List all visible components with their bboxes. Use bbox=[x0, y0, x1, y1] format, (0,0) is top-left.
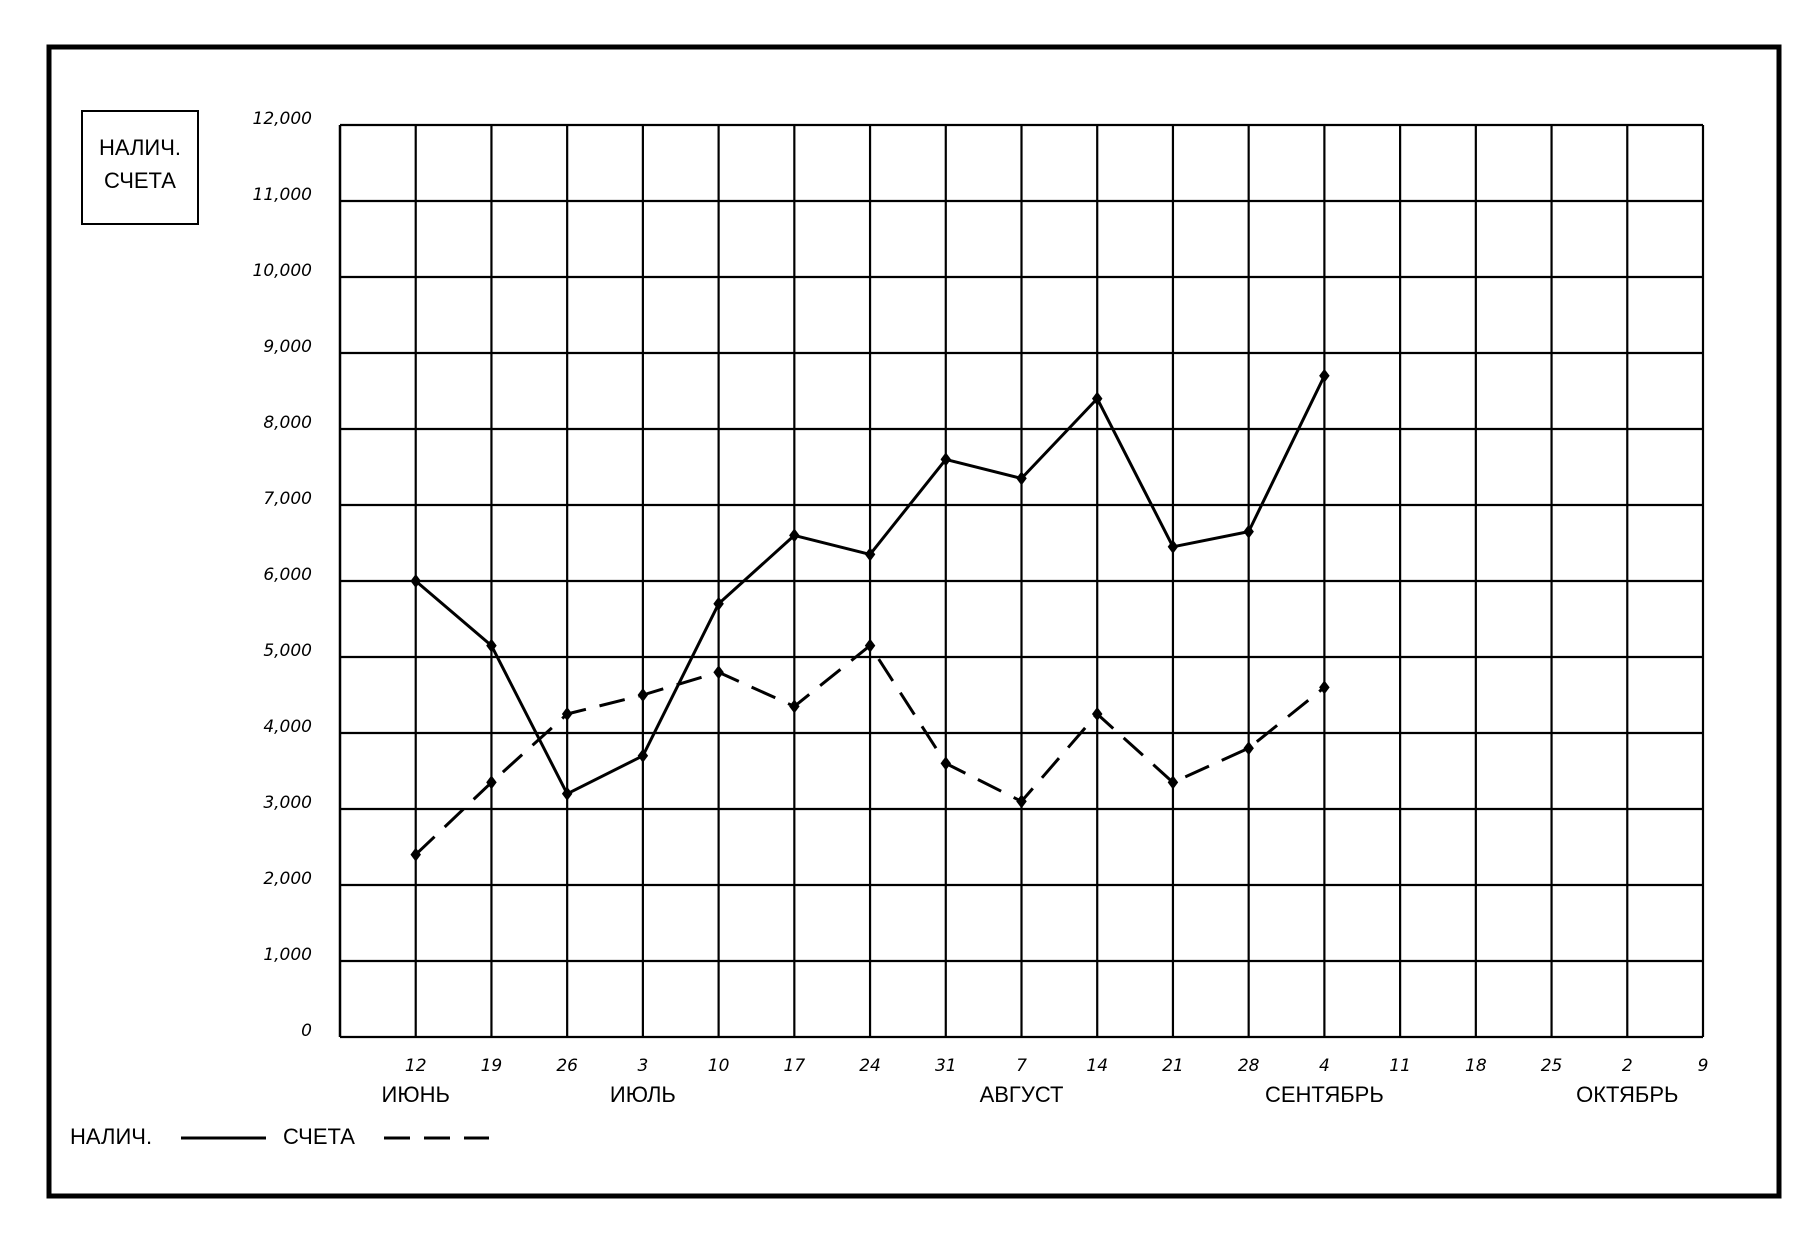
point bbox=[1016, 794, 1027, 809]
x-tick-label: 28 bbox=[1238, 1056, 1260, 1076]
y-tick-label: 6,000 bbox=[263, 565, 312, 585]
frame bbox=[46, 44, 1782, 1199]
point bbox=[486, 638, 497, 653]
point bbox=[637, 688, 649, 702]
y-tick-label: 12,000 bbox=[253, 109, 312, 129]
y-tick-label: 10,000 bbox=[253, 261, 312, 281]
point bbox=[1319, 680, 1330, 695]
chart-title: НАЛИЧ. bbox=[99, 135, 181, 160]
y-tick-label: 3,000 bbox=[263, 793, 312, 813]
y-tick-label: 11,000 bbox=[253, 185, 312, 205]
x-tick-label: 2 bbox=[1622, 1056, 1633, 1076]
point bbox=[1243, 524, 1254, 539]
x-tick-label: 3 bbox=[637, 1056, 648, 1076]
y-tick-label: 9,000 bbox=[263, 337, 312, 357]
x-group-label: ИЮЛЬ bbox=[610, 1082, 676, 1107]
point bbox=[1167, 775, 1179, 790]
x-tick-label: 21 bbox=[1162, 1056, 1184, 1076]
point bbox=[1167, 539, 1179, 554]
x-tick-label: 14 bbox=[1086, 1056, 1108, 1076]
point bbox=[940, 756, 952, 771]
chart-title: СЧЕТА bbox=[104, 168, 176, 193]
x-tick-label: 18 bbox=[1465, 1056, 1487, 1076]
point bbox=[486, 775, 497, 790]
point bbox=[561, 786, 573, 801]
legend-label: СЧЕТА bbox=[283, 1124, 355, 1149]
point bbox=[713, 665, 724, 680]
x-tick-label: 31 bbox=[935, 1056, 957, 1076]
point bbox=[864, 638, 876, 653]
x-tick-label: 25 bbox=[1541, 1056, 1563, 1076]
y-tick-label: 0 bbox=[301, 1021, 312, 1041]
point bbox=[410, 847, 421, 862]
point bbox=[940, 452, 952, 467]
x-group-label: ИЮНЬ bbox=[382, 1082, 450, 1107]
point bbox=[1091, 391, 1103, 406]
point bbox=[789, 699, 800, 714]
point bbox=[561, 707, 573, 721]
point bbox=[1091, 707, 1103, 721]
x-tick-label: 12 bbox=[405, 1056, 427, 1076]
x-tick-label: 7 bbox=[1016, 1056, 1027, 1076]
x-tick-label: 24 bbox=[859, 1056, 881, 1076]
x-group-label: СЕНТЯБРЬ bbox=[1265, 1082, 1384, 1107]
y-tick-label: 1,000 bbox=[263, 945, 312, 965]
x-tick-label: 4 bbox=[1319, 1056, 1330, 1076]
point bbox=[1243, 741, 1254, 756]
y-tick-label: 7,000 bbox=[263, 489, 312, 509]
x-tick-label: 10 bbox=[708, 1056, 730, 1076]
x-tick-label: 26 bbox=[556, 1056, 578, 1076]
point bbox=[1016, 471, 1027, 486]
point bbox=[410, 574, 421, 588]
y-tick-label: 2,000 bbox=[263, 869, 312, 889]
title-box bbox=[81, 110, 199, 225]
point bbox=[789, 528, 800, 543]
legend-label: НАЛИЧ. bbox=[70, 1124, 152, 1149]
point bbox=[713, 596, 724, 611]
x-tick-label: 19 bbox=[481, 1056, 503, 1076]
x-tick-label: 11 bbox=[1389, 1056, 1411, 1076]
y-tick-label: 5,000 bbox=[263, 641, 312, 661]
point bbox=[864, 547, 876, 562]
y-tick-label: 8,000 bbox=[263, 413, 312, 433]
x-tick-label: 17 bbox=[784, 1056, 806, 1076]
point bbox=[1319, 368, 1330, 383]
x-tick-label: 9 bbox=[1698, 1056, 1709, 1076]
x-group-label: ОКТЯБРЬ bbox=[1576, 1082, 1678, 1107]
y-tick-label: 4,000 bbox=[263, 717, 312, 737]
point bbox=[637, 748, 649, 763]
x-group-label: АВГУСТ bbox=[980, 1082, 1064, 1107]
